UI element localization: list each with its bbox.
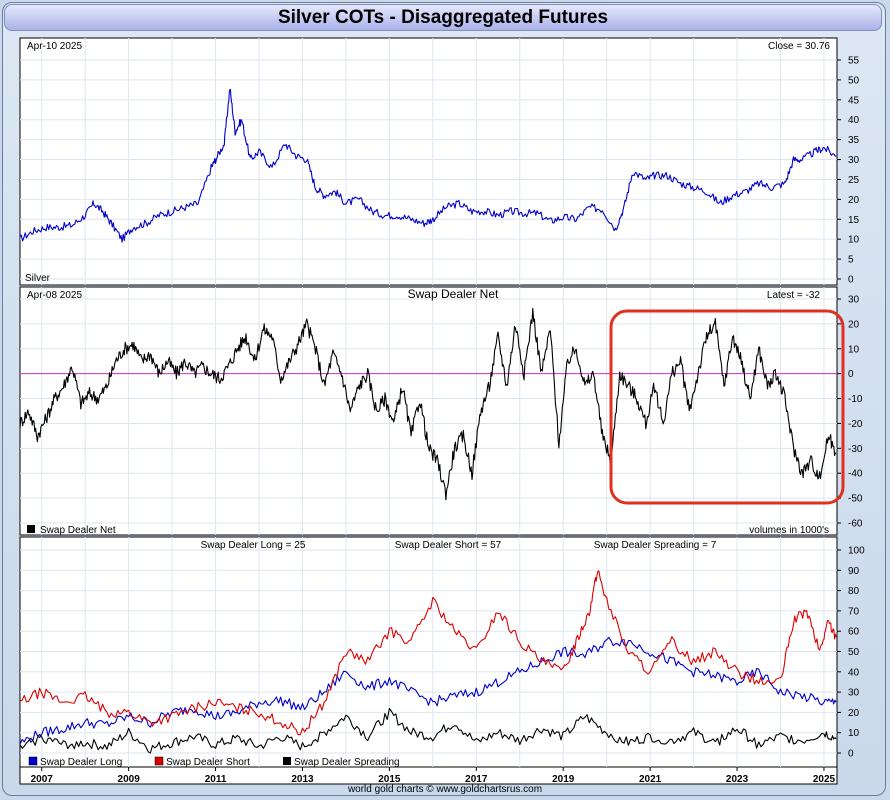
y-tick-label: 50 [848,75,860,86]
series-group [19,88,837,754]
x-tick-label: 2013 [291,774,314,785]
y-tick-label: -60 [848,519,863,530]
y-tick-label: 25 [848,175,860,186]
short-legend-label: Swap Dealer Short [166,757,250,768]
price-close-label: Close = 30.76 [768,41,830,52]
series-line-swap-dealer-short [19,570,837,736]
y-tick-label: -10 [848,394,863,405]
y-tick-label: 60 [848,627,860,638]
price-date-label: Apr-10 2025 [27,41,82,52]
y-tick-label: 10 [848,235,860,246]
spreading-header-label: Swap Dealer Spreading = 7 [594,540,717,551]
y-tick-label: -30 [848,444,863,455]
y-tick-label: 70 [848,606,860,617]
y-tick-label: 30 [848,688,860,699]
y-tick-label: -20 [848,419,863,430]
y-tick-label: 15 [848,215,860,226]
y-tick-label: 20 [848,319,860,330]
y-tick-label: 20 [848,195,860,206]
long-legend-label: Swap Dealer Long [40,757,122,768]
footer-credit: world gold charts © www.goldchartsrus.co… [347,784,543,795]
series-line-silver [19,88,837,243]
y-tick-label: 50 [848,647,860,658]
long-header-label: Swap Dealer Long = 25 [201,540,306,551]
y-tick-label: 5 [848,255,854,266]
x-tick-label: 2007 [31,774,54,785]
x-tick-label: 2011 [205,774,227,785]
y-tick-label: -50 [848,494,863,505]
chart-title: Silver COTs - Disaggregated Futures [4,4,882,31]
y-tick-label: 0 [848,275,854,286]
x-tick-label: 2009 [118,774,141,785]
y-tick-label: 0 [848,749,854,760]
short-header-label: Swap Dealer Short = 57 [395,540,502,551]
y-tick-label: -40 [848,469,863,480]
x-tick-label: 2015 [378,774,401,785]
series-line-swap-dealer-net [19,307,837,501]
net-legend-label: Swap Dealer Net [40,525,116,536]
y-tick-label: 30 [848,295,860,306]
y-tick-label: 45 [848,95,860,106]
net-panel [19,286,838,536]
series-line-swap-dealer-spreading [19,707,837,754]
x-tick-label: 2019 [552,774,575,785]
highlight-box [609,309,845,505]
net-legend-swatch [27,525,35,533]
y-tick-label: 30 [848,155,860,166]
axes-group: 0510152025303540455055-60-50-40-30-20-10… [31,56,866,786]
y-tick-label: 10 [848,344,860,355]
x-tick-label: 2017 [465,774,488,785]
y-tick-label: 40 [848,115,860,126]
y-tick-label: 80 [848,586,860,597]
x-tick-label: 2025 [813,774,836,785]
y-tick-label: 40 [848,667,860,678]
y-tick-label: 90 [848,566,860,577]
y-tick-label: 0 [848,369,854,380]
y-tick-label: 100 [848,546,865,557]
y-tick-label: 10 [848,728,860,739]
net-units-label: volumes in 1000's [749,525,829,536]
x-tick-label: 2023 [726,774,749,785]
net-title: Swap Dealer Net [408,287,499,301]
y-tick-label: 55 [848,56,860,67]
spreading-legend-swatch [283,757,291,765]
x-tick-label: 2021 [639,774,662,785]
price-panel [19,37,838,286]
x-axis-band [19,766,838,785]
short-legend-swatch [154,756,164,766]
grid [20,38,837,767]
long-legend-swatch [28,756,38,766]
net-date-label: Apr-08 2025 [27,290,82,301]
y-tick-label: 35 [848,135,860,146]
spreading-legend-label: Swap Dealer Spreading [294,757,400,768]
y-tick-label: 20 [848,708,860,719]
price-series-label: Silver [25,273,51,284]
net-latest-label: Latest = -32 [767,290,821,301]
